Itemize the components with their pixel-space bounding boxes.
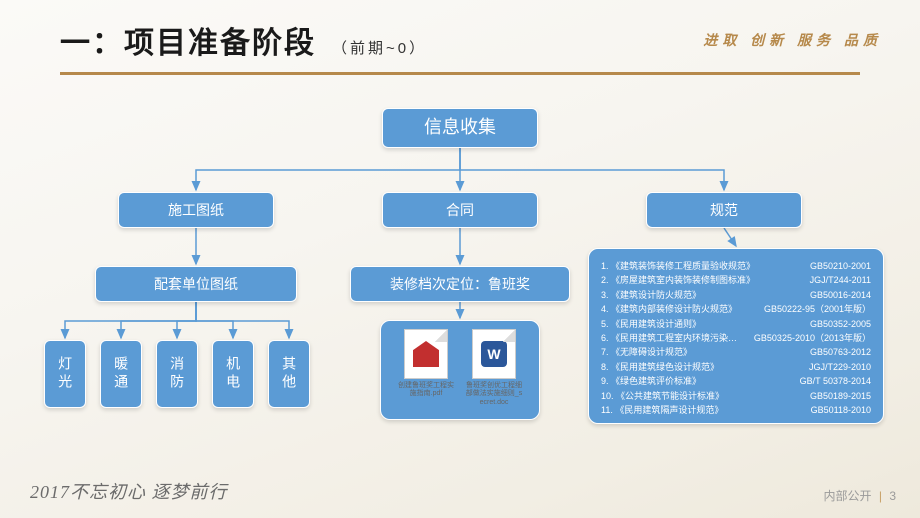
flowchart-node-a: 施工图纸 xyxy=(118,192,274,228)
docx-file-icon: W xyxy=(472,329,516,379)
page-title: 一：项目准备阶段 xyxy=(60,18,316,62)
pdf-file-icon xyxy=(404,329,448,379)
flowchart-node-s3: 消防 xyxy=(156,340,198,408)
flowchart-node-s4: 机电 xyxy=(212,340,254,408)
documents-panel: 创建鲁班奖工程实施指南.pdf W 鲁班奖创优工程细部做法实施细则_secret.d… xyxy=(380,320,540,420)
flowchart-node-a1: 配套单位图纸 xyxy=(95,266,297,302)
flowchart-canvas: 信息收集施工图纸合同规范配套单位图纸装修档次定位：鲁班奖灯光暖通消防机电其他创建… xyxy=(0,90,920,480)
flowchart-node-s1: 灯光 xyxy=(44,340,86,408)
page-subtitle: （前期~0） xyxy=(332,37,427,58)
specifications-panel: 1. 《建筑装饰装修工程质量验收规范》GB50210-20012. 《房屋建筑室… xyxy=(588,248,884,424)
spec-row: 1. 《建筑装饰装修工程质量验收规范》GB50210-2001 xyxy=(601,259,871,273)
spec-row: 5. 《民用建筑设计通则》GB50352-2005 xyxy=(601,317,871,331)
flowchart-node-c: 规范 xyxy=(646,192,802,228)
flowchart-node-root: 信息收集 xyxy=(382,108,538,148)
spec-row: 6. 《民用建筑工程室内环境污染控制规范》GB50325-2010（2013年版… xyxy=(601,331,871,345)
spec-row: 7. 《无障碍设计规范》GB50763-2012 xyxy=(601,345,871,359)
spec-row: 9. 《绿色建筑评价标准》GB/T 50378-2014 xyxy=(601,374,871,388)
document-item: 创建鲁班奖工程实施指南.pdf xyxy=(396,329,456,399)
spec-row: 2. 《房屋建筑室内装饰装修制图标准》JGJ/T244-2011 xyxy=(601,273,871,287)
page-number: 3 xyxy=(889,489,896,503)
document-filename: 创建鲁班奖工程实施指南.pdf xyxy=(396,382,456,399)
spec-row: 11. 《民用建筑隔声设计规范》GB50118-2010 xyxy=(601,403,871,417)
spec-row: 3. 《建筑设计防火规范》GB50016-2014 xyxy=(601,288,871,302)
flowchart-node-b1: 装修档次定位：鲁班奖 xyxy=(350,266,570,302)
document-item: W 鲁班奖创优工程细部做法实施细则_secret.doc xyxy=(464,329,524,407)
spec-row: 8. 《民用建筑绿色设计规范》JGJ/T229-2010 xyxy=(601,360,871,374)
document-filename: 鲁班奖创优工程细部做法实施细则_secret.doc xyxy=(464,382,524,407)
flowchart-node-s2: 暖通 xyxy=(100,340,142,408)
footer-meta: 内部公开 | 3 xyxy=(823,487,896,504)
footer-slogan: 2017不忘初心 逐梦前行 xyxy=(30,478,228,504)
spec-row: 4. 《建筑内部装修设计防火规范》GB50222-95（2001年版） xyxy=(601,302,871,316)
company-motto: 进取 创新 服务 品质 xyxy=(703,30,882,50)
header-divider xyxy=(60,72,860,75)
flowchart-node-b: 合同 xyxy=(382,192,538,228)
flowchart-node-s5: 其他 xyxy=(268,340,310,408)
spec-row: 10. 《公共建筑节能设计标准》GB50189-2015 xyxy=(601,389,871,403)
classification-label: 内部公开 xyxy=(823,489,871,503)
